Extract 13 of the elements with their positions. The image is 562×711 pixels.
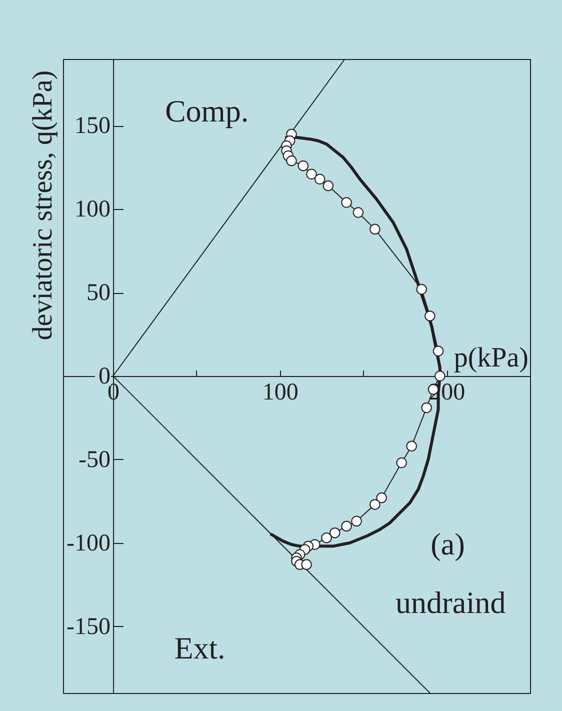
annotation: Comp.: [165, 93, 249, 128]
y-tick-label: -100: [66, 530, 111, 556]
annotation: Ext.: [174, 630, 226, 666]
annotation: (a): [430, 526, 466, 562]
x-axis-title: p(kPa): [454, 342, 528, 374]
y-tick-label: -150: [66, 614, 111, 640]
x-tick-label: 100: [262, 380, 298, 406]
y-tick-label: 100: [74, 196, 111, 223]
y-tick-label: -50: [78, 446, 111, 473]
annotation: undraind: [396, 585, 506, 620]
y-tick-label: 150: [74, 113, 111, 140]
y-tick-label: 50: [86, 280, 111, 306]
y-axis-title: deviatoric stress, q(kPa): [28, 70, 58, 340]
